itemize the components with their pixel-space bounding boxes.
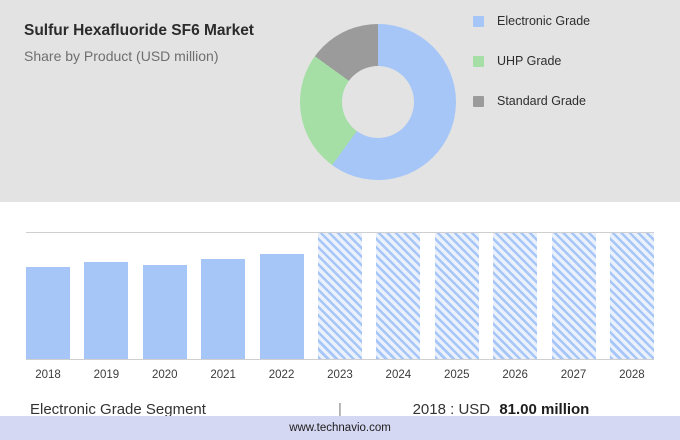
x-axis-label-2019: 2019 — [93, 369, 120, 381]
x-axis-label-2022: 2022 — [268, 369, 295, 381]
donut-hole — [342, 66, 414, 138]
legend-swatch-electronic — [473, 15, 484, 27]
bar-2026 — [493, 233, 538, 359]
bar-2027 — [551, 233, 596, 359]
x-axis-label-2024: 2024 — [385, 369, 412, 381]
bar-2025 — [434, 233, 479, 359]
caption-value-bold: 81.00 million — [499, 400, 590, 418]
page-title: Sulfur Hexafluoride SF6 Market — [24, 22, 254, 39]
x-axis-label-2021: 2021 — [210, 369, 236, 381]
x-axis-label-2020: 2020 — [151, 369, 178, 381]
bar-2022 — [259, 254, 304, 359]
legend-item-standard-grade: Standard Grade — [473, 94, 590, 108]
x-axis-label-2026: 2026 — [502, 369, 528, 381]
footer: www.technavio.com — [0, 416, 680, 440]
x-axis-label-2018: 2018 — [35, 369, 61, 381]
header-text: Sulfur Hexafluoride SF6 Market Share by … — [24, 22, 254, 64]
legend-item-uhp-grade: UHP Grade — [473, 54, 590, 68]
header-section: Sulfur Hexafluoride SF6 Market Share by … — [0, 0, 680, 202]
bar-2021 — [201, 259, 246, 359]
caption-value: 2018 : USD 81.00 million — [352, 401, 650, 418]
bar-2020 — [142, 264, 187, 359]
bar-chart-section: 2018 2019 2020 2021 2022 2023 2024 2025 2026 2027… — [26, 232, 654, 381]
caption-year-prefix: 2018 : USD — [412, 400, 491, 418]
caption-row: Electronic Grade Segment | 2018 : USD 81… — [0, 397, 680, 421]
x-axis-label-2027: 2027 — [560, 369, 587, 381]
legend-label: Electronic Grade — [497, 14, 591, 28]
footer-url[interactable]: www.technavio.com — [289, 422, 391, 434]
chart-legend: Electronic Grade UHP Grade Standard Grad… — [473, 14, 590, 108]
page-subtitle: Share by Product (USD million) — [24, 48, 219, 64]
bar-chart-x-axis: 2018 2019 2020 2021 2022 2023 2024 2025 2026 2027… — [26, 369, 654, 381]
x-axis-label-2023: 2023 — [327, 369, 353, 381]
x-axis-label-2028: 2028 — [619, 369, 645, 381]
caption-separator: | — [338, 400, 342, 418]
legend-swatch-standard — [473, 95, 484, 107]
bar-2024 — [376, 233, 421, 359]
legend-item-electronic-grade: Electronic Grade — [473, 14, 590, 28]
bar-2018 — [26, 267, 70, 359]
bar-2023 — [317, 233, 362, 359]
bar-chart — [26, 232, 654, 360]
x-axis-label-2025: 2025 — [443, 369, 470, 381]
donut-chart — [300, 24, 456, 180]
legend-label: UHP Grade — [497, 54, 562, 68]
legend-label: Standard Grade — [497, 94, 586, 108]
legend-swatch-uhp — [473, 55, 484, 67]
segment-label: Electronic Grade Segment — [30, 400, 206, 418]
bar-2028 — [609, 233, 654, 359]
bar-2019 — [84, 261, 129, 359]
